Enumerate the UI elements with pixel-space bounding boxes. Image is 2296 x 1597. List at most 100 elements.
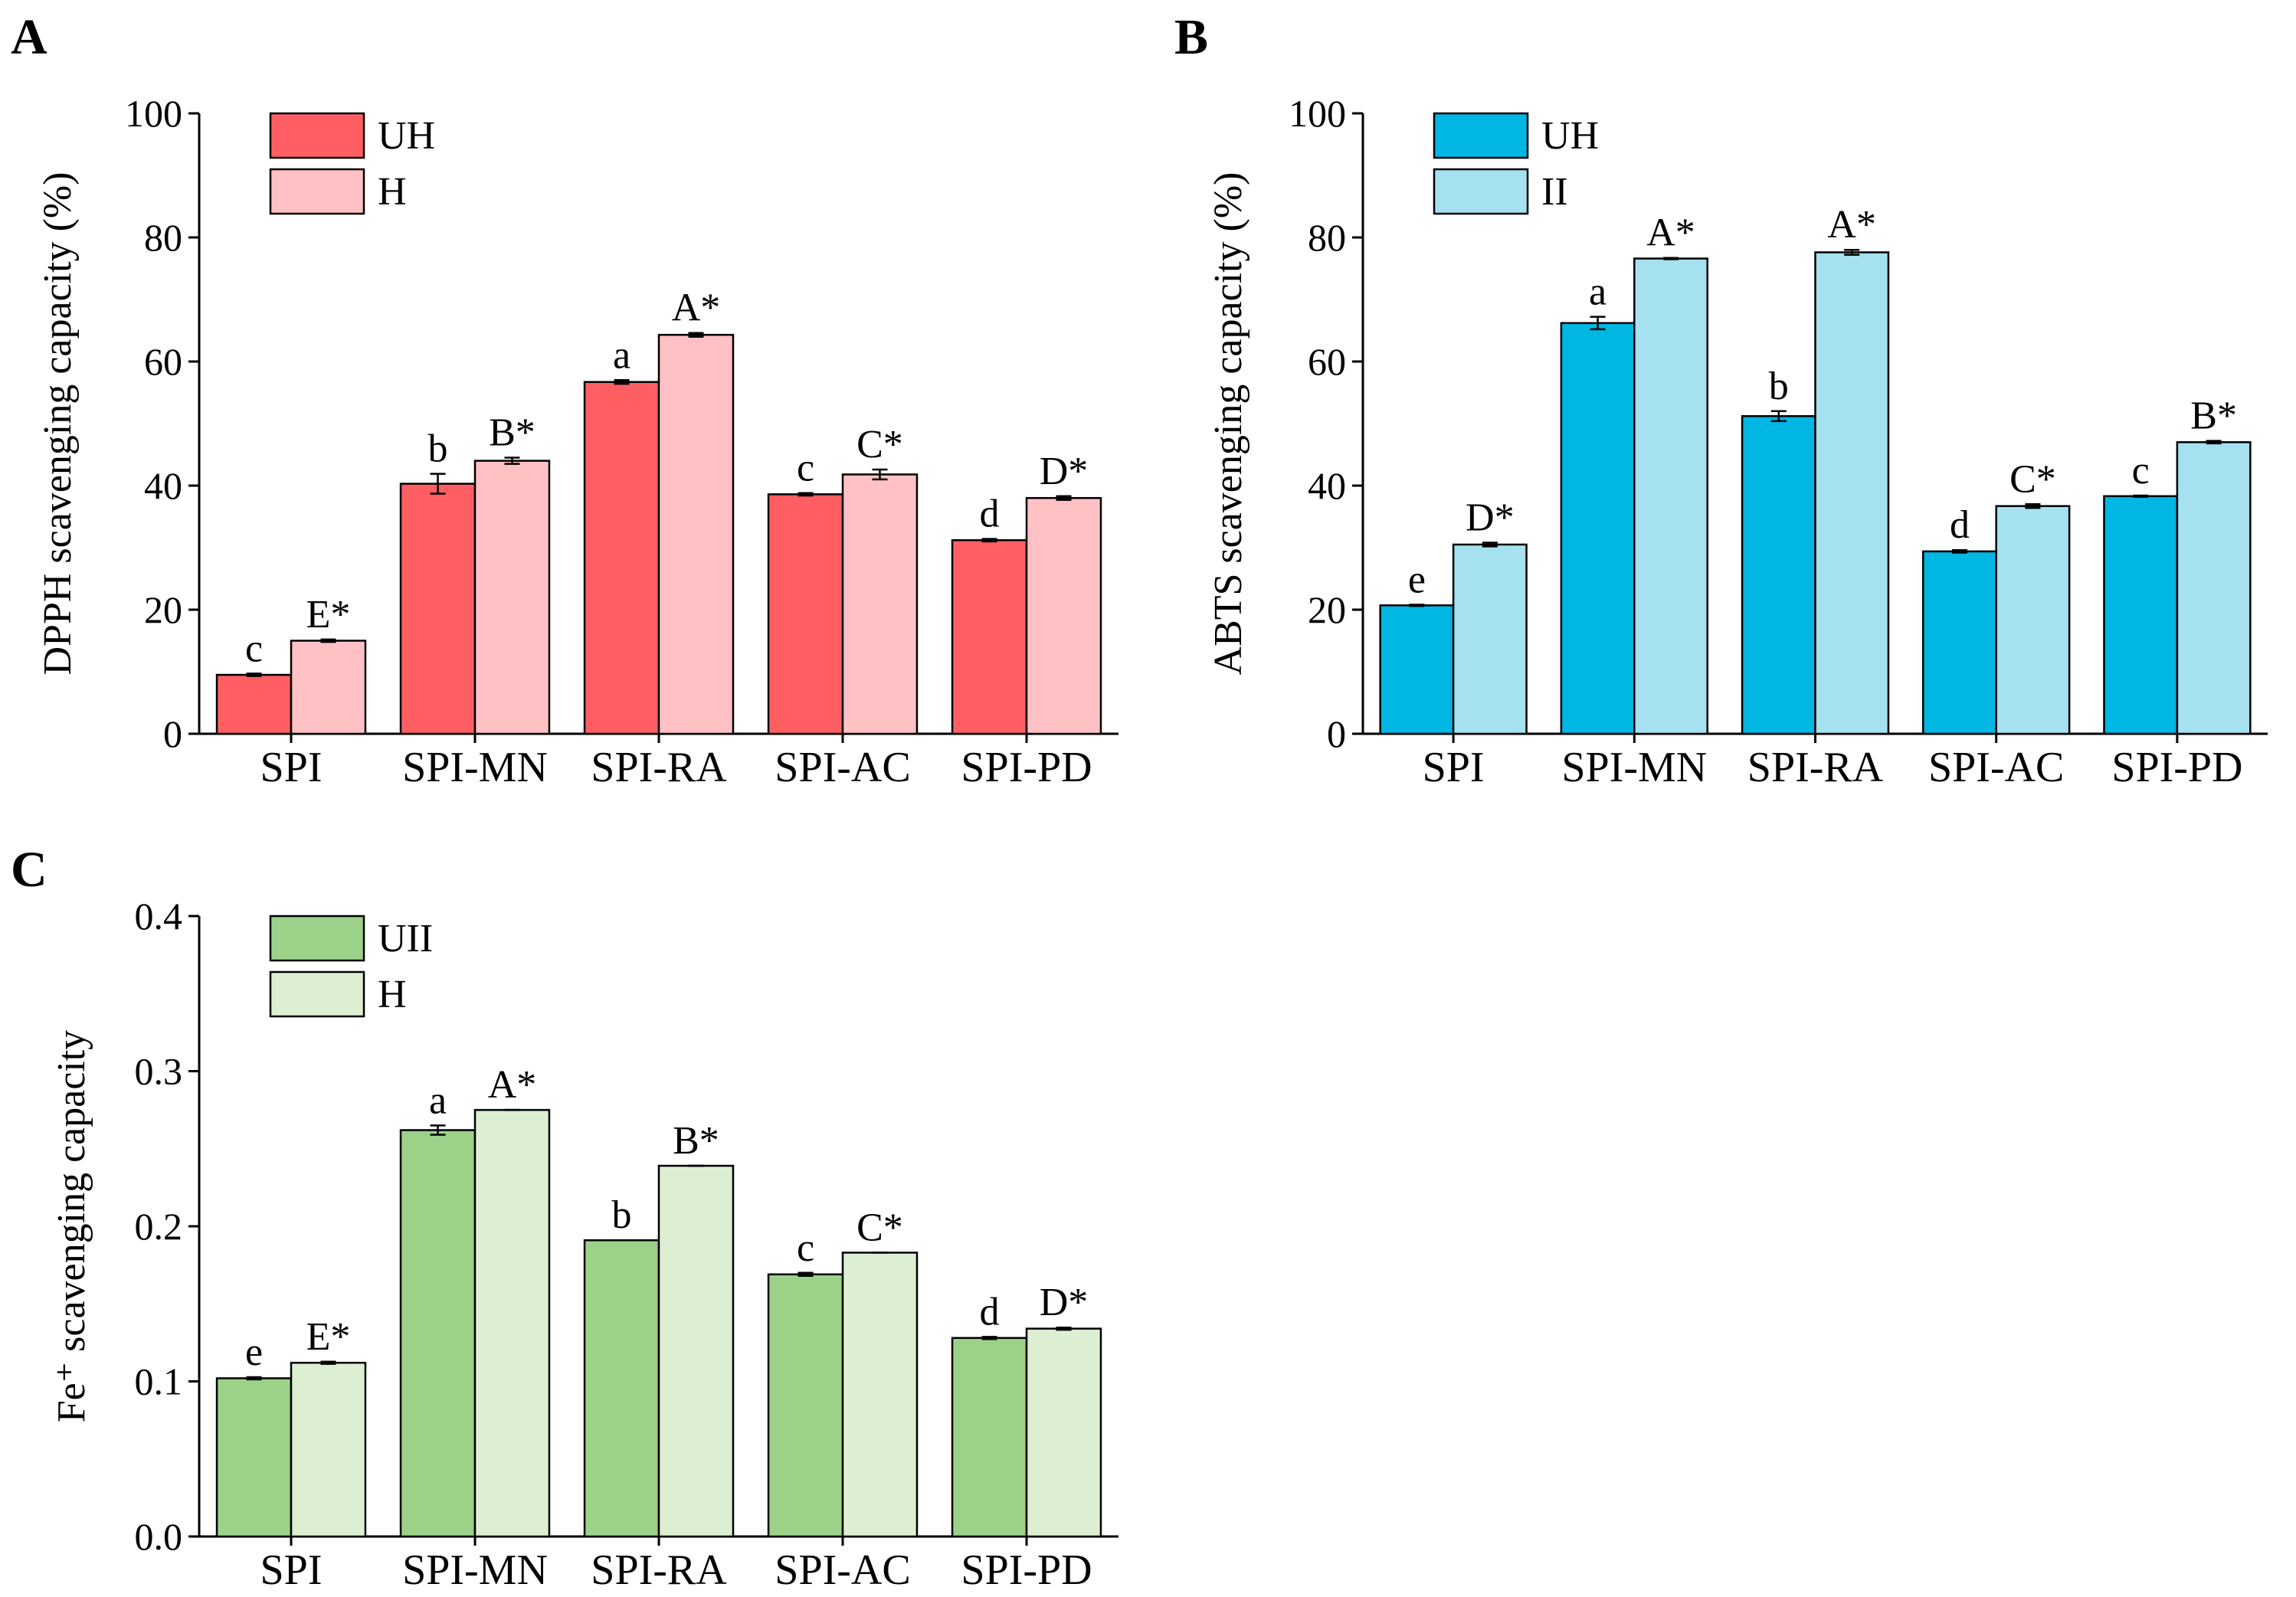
significance-label: A* bbox=[672, 286, 721, 330]
significance-label: B* bbox=[673, 1119, 719, 1163]
y-tick-label: 80 bbox=[144, 216, 182, 259]
bar-h-spi-mn bbox=[473, 1108, 551, 1538]
x-category-label: SPI-PD bbox=[961, 1546, 1092, 1594]
x-category-label: SPI-PD bbox=[961, 744, 1092, 791]
panel-b: B 0 20 40 60 80 100 ABTS scavenging capacity (%… bbox=[1174, 9, 2268, 791]
legend-swatch-0 bbox=[1433, 112, 1529, 159]
bar-uh-spi-ac bbox=[1922, 550, 1997, 735]
bar-ii-spi-ac bbox=[1995, 505, 2071, 735]
panel-letter-a: A bbox=[11, 9, 47, 65]
x-category-label: SPI-RA bbox=[591, 1546, 727, 1594]
y-tick-label: 20 bbox=[144, 588, 182, 631]
bar-ii-spi-pd bbox=[2176, 441, 2252, 735]
significance-label: E* bbox=[306, 1315, 351, 1359]
y-axis-title: ABTS scavenging capacity (%) bbox=[1207, 172, 1250, 675]
y-axis-title: DPPH scavenging capacity (%) bbox=[36, 172, 80, 675]
bar-uh-spi bbox=[215, 673, 293, 735]
significance-label: a bbox=[429, 1078, 447, 1122]
y-tick-label: 100 bbox=[125, 92, 182, 135]
bar-h-spi bbox=[290, 640, 367, 735]
significance-label: C* bbox=[2009, 457, 2056, 501]
significance-label: E* bbox=[306, 593, 351, 637]
significance-label: B* bbox=[2190, 394, 2237, 438]
x-category-label: SPI-MN bbox=[1561, 744, 1707, 791]
legend-swatch-1 bbox=[269, 168, 365, 215]
significance-label: c bbox=[2132, 449, 2150, 493]
legend-label: UH bbox=[378, 114, 435, 158]
significance-label: a bbox=[613, 333, 630, 377]
bar-ii-spi bbox=[1452, 543, 1528, 735]
significance-label: C* bbox=[856, 423, 903, 466]
y-tick-label: 0 bbox=[1327, 712, 1346, 755]
y-axis-title: Fe⁺ scavenging capacity bbox=[50, 1030, 93, 1423]
legend-label: H bbox=[378, 170, 407, 214]
legend-swatch-1 bbox=[269, 970, 365, 1018]
bar-ii-spi-ra bbox=[1814, 251, 1890, 735]
panel-a: A 0 20 40 60 80 100 DPPH scavenging capacity (%… bbox=[11, 9, 1119, 791]
significance-label: a bbox=[1589, 270, 1607, 314]
significance-label: d bbox=[980, 1290, 1000, 1334]
x-category-label: SPI-AC bbox=[775, 744, 910, 791]
bar-h-spi-ra bbox=[657, 333, 735, 735]
bar-h-spi-pd bbox=[1025, 1327, 1102, 1538]
x-category-label: SPI-MN bbox=[402, 744, 548, 791]
significance-label: c bbox=[797, 1226, 814, 1270]
bar-uh-spi-pd bbox=[951, 539, 1028, 735]
significance-label: B* bbox=[489, 411, 536, 455]
bar-uh-spi-ra bbox=[1741, 415, 1816, 735]
y-tick-label: 0.2 bbox=[135, 1205, 183, 1248]
y-tick-label: 0 bbox=[163, 712, 182, 755]
bar-h-spi-ac bbox=[841, 473, 919, 735]
bar-uh-spi-mn bbox=[1560, 322, 1636, 735]
significance-label: D* bbox=[1466, 496, 1515, 540]
y-tick-label: 40 bbox=[1308, 464, 1346, 507]
significance-label: D* bbox=[1040, 450, 1089, 493]
bar-uii-spi bbox=[215, 1377, 293, 1538]
significance-label: b bbox=[1769, 365, 1789, 408]
significance-label: b bbox=[612, 1193, 632, 1237]
y-tick-label: 0.1 bbox=[135, 1360, 183, 1403]
x-category-label: SPI bbox=[1423, 744, 1485, 791]
significance-label: D* bbox=[1040, 1281, 1089, 1324]
significance-label: e bbox=[1408, 558, 1426, 602]
significance-label: A* bbox=[1827, 203, 1876, 247]
significance-label: A* bbox=[1646, 211, 1695, 255]
bar-uh-spi-pd bbox=[2103, 495, 2179, 735]
x-category-label: SPI-PD bbox=[2111, 744, 2242, 791]
y-tick-label: 0.3 bbox=[135, 1050, 183, 1093]
bar-uii-spi-mn bbox=[399, 1129, 477, 1538]
bar-uh-spi-ac bbox=[767, 493, 844, 735]
panel-letter-b: B bbox=[1174, 9, 1208, 65]
legend-label: UII bbox=[378, 917, 433, 960]
x-category-label: SPI-RA bbox=[591, 744, 727, 791]
bar-h-spi bbox=[290, 1361, 367, 1538]
bar-uh-spi-mn bbox=[399, 483, 477, 735]
y-tick-label: 0.4 bbox=[135, 895, 183, 938]
x-category-label: SPI-AC bbox=[775, 1546, 910, 1594]
bar-h-spi-mn bbox=[473, 460, 551, 735]
x-category-label: SPI-MN bbox=[402, 1546, 548, 1594]
y-tick-label: 60 bbox=[1308, 340, 1346, 383]
legend-swatch-0 bbox=[269, 112, 365, 159]
significance-label: c bbox=[245, 627, 263, 670]
y-tick-label: 80 bbox=[1308, 216, 1346, 259]
bar-uh-spi bbox=[1379, 604, 1455, 735]
significance-label: e bbox=[245, 1330, 263, 1374]
significance-label: c bbox=[797, 447, 814, 490]
y-tick-label: 60 bbox=[144, 340, 182, 383]
significance-label: d bbox=[1950, 503, 1970, 547]
legend-label: UH bbox=[1541, 114, 1599, 158]
bar-ii-spi-mn bbox=[1633, 257, 1708, 735]
bar-h-spi-ac bbox=[841, 1252, 919, 1538]
panel-letter-c: C bbox=[11, 842, 47, 898]
significance-label: d bbox=[980, 493, 1000, 536]
x-category-label: SPI-RA bbox=[1747, 744, 1884, 791]
y-tick-label: 40 bbox=[144, 464, 182, 507]
significance-label: b bbox=[428, 427, 448, 471]
legend-swatch-1 bbox=[1433, 168, 1529, 215]
significance-label: C* bbox=[856, 1206, 903, 1249]
y-tick-label: 0.0 bbox=[135, 1515, 183, 1558]
legend-label: H bbox=[378, 973, 407, 1016]
bar-uii-spi-ra bbox=[583, 1239, 660, 1538]
